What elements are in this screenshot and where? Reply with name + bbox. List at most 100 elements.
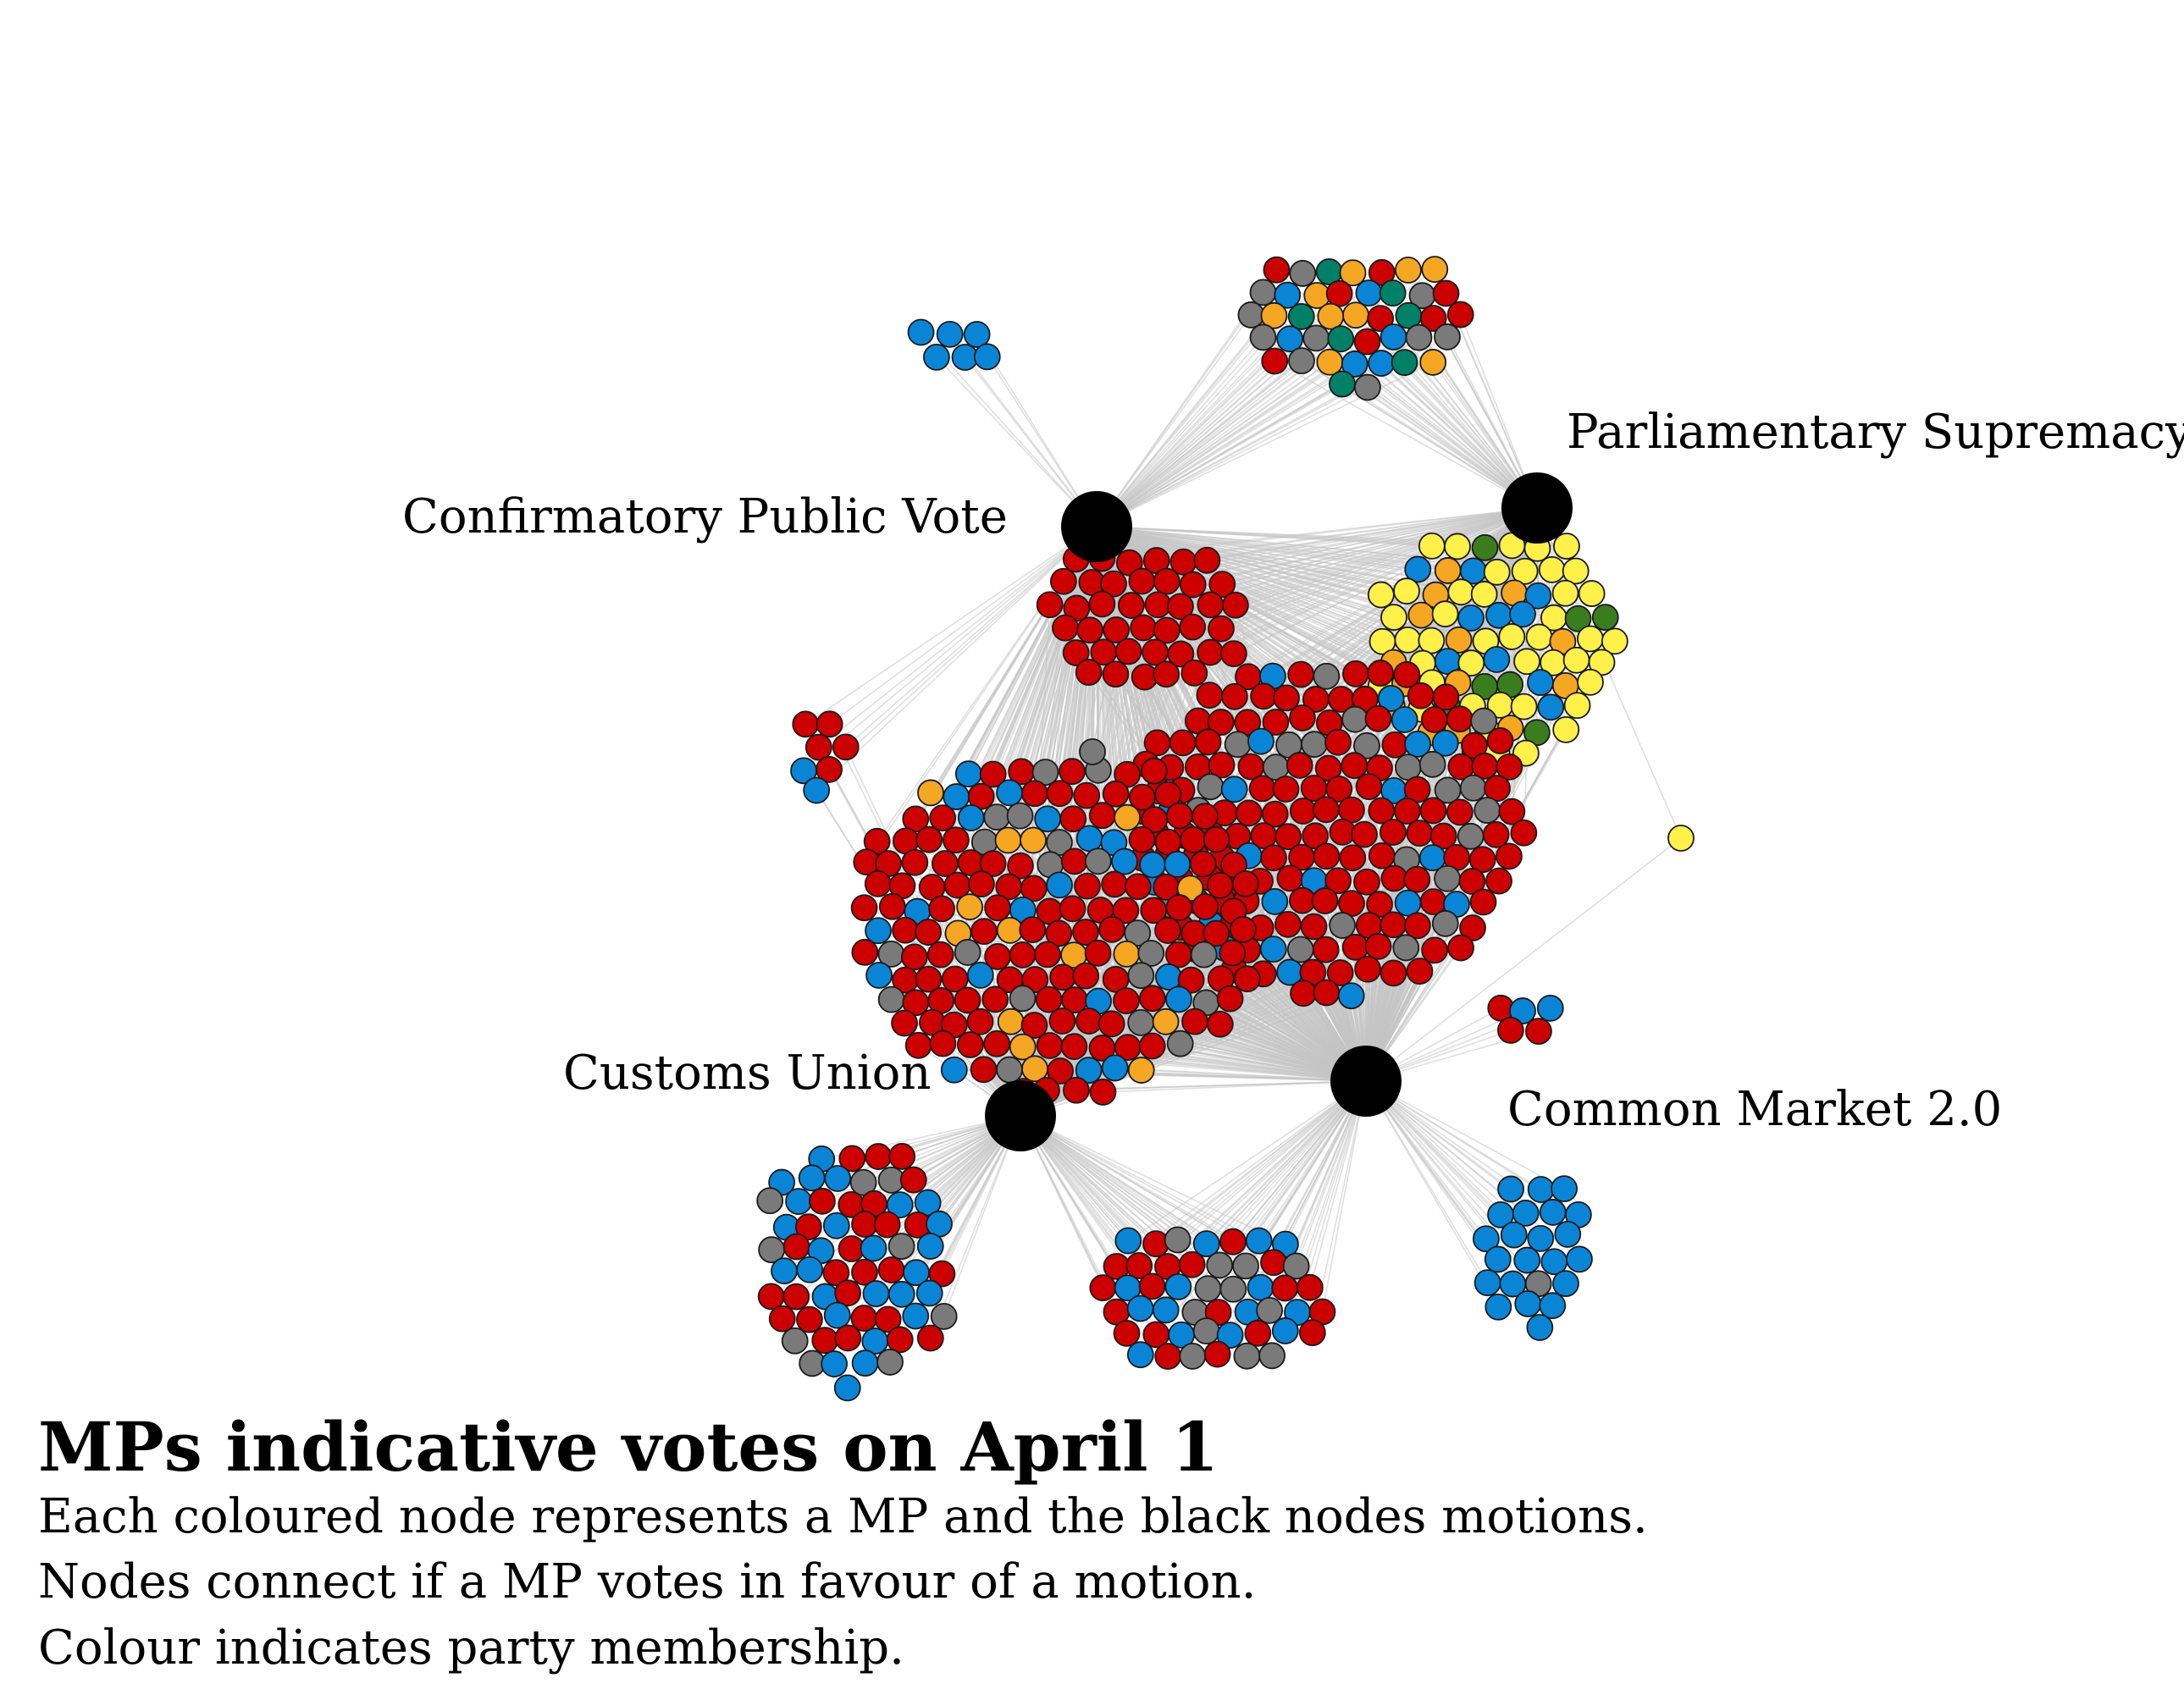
mp-node-red: [782, 1283, 810, 1311]
mp-node-blue: [1114, 1227, 1142, 1255]
mp-node-red: [1289, 798, 1317, 825]
mp-node-gray: [1237, 301, 1265, 328]
mp-node-red: [1208, 751, 1236, 779]
mp-node-red: [1288, 886, 1316, 914]
mp-node-gray: [1434, 864, 1461, 892]
mp-node-red: [1298, 1319, 1326, 1347]
mp-node-blue: [1341, 350, 1368, 378]
mp-node-gray: [1190, 941, 1218, 969]
mp-node-blue: [1192, 1230, 1220, 1257]
mp-node-blue: [785, 1188, 812, 1215]
mp-node-orange: [1127, 1057, 1155, 1084]
mp-node-gray: [1289, 260, 1317, 287]
mp-node-gray: [1249, 323, 1277, 351]
mp-node-red: [1047, 1057, 1074, 1085]
mp-node-orange: [1445, 626, 1473, 654]
vote-edge: [1365, 1080, 1500, 1308]
mp-node-red: [1447, 934, 1474, 962]
mp-node-red: [1233, 965, 1261, 993]
mp-node-gray: [1192, 1317, 1220, 1344]
mp-node-red: [1260, 1249, 1287, 1277]
mp-node-blue: [1404, 730, 1431, 758]
mp-node-red: [899, 1166, 927, 1194]
mp-node-gray: [1137, 940, 1165, 967]
mp-node-teal: [1379, 279, 1407, 307]
mp-node-gray: [1394, 753, 1422, 781]
mp-node-red: [1088, 590, 1116, 618]
mp-node-blue: [1474, 1269, 1501, 1296]
mp-node-red: [1084, 939, 1112, 967]
mp-node-red: [1034, 941, 1061, 969]
vote-edge: [1125, 1080, 1367, 1334]
vote-edge: [845, 526, 1098, 748]
mp-node-red: [1009, 941, 1037, 969]
mp-node-blue: [914, 1189, 942, 1217]
mp-node-blue: [1457, 604, 1485, 632]
mp-node-blue: [1536, 994, 1564, 1022]
mp-node-gray: [1164, 1226, 1192, 1254]
mp-node-green: [1523, 719, 1551, 747]
mp-node-red: [851, 1258, 878, 1286]
mp-node-yellow: [1470, 581, 1498, 608]
mp-node-orange: [1020, 826, 1047, 854]
mp-node-gray: [930, 1302, 958, 1330]
mp-node-red: [1117, 592, 1145, 619]
vote-edge: [1096, 362, 1434, 527]
mp-node-red: [1192, 803, 1219, 831]
mp-node-orange: [1339, 259, 1367, 287]
mp-node-red: [1351, 820, 1378, 848]
mp-node-yellow: [1444, 533, 1471, 560]
mp-node-green: [1564, 604, 1592, 632]
mp-node-red: [1300, 913, 1328, 941]
mp-node-blue: [1126, 1294, 1154, 1322]
mp-node-yellow: [1498, 623, 1526, 650]
mp-node-red: [968, 870, 995, 897]
mp-node-red: [1380, 959, 1407, 987]
mp-node-red: [1206, 871, 1234, 899]
mp-node-blue: [1527, 669, 1554, 697]
mp-node-blue: [1431, 729, 1459, 757]
chart-title: MPs indicative votes on April 1: [38, 1407, 1219, 1487]
mp-node-red: [1420, 706, 1448, 733]
mp-node-orange: [1395, 257, 1422, 284]
mp-node-blue: [923, 343, 950, 371]
mp-node-red: [1100, 570, 1127, 598]
mp-node-red: [1208, 571, 1236, 599]
mp-node-red: [1197, 638, 1224, 666]
mp-node-blue: [1484, 1245, 1512, 1273]
vote-edge: [1096, 360, 1302, 527]
mp-node-red: [1049, 963, 1076, 991]
mp-node-red: [1124, 873, 1152, 901]
mp-node-blue: [1483, 646, 1511, 673]
mp-node-red: [1180, 825, 1207, 853]
mp-node-red: [1178, 1250, 1206, 1278]
mp-node-red: [1482, 821, 1510, 848]
mp-node-red: [1048, 1007, 1076, 1035]
mp-node-blue: [851, 1350, 879, 1377]
mp-node-red: [1203, 825, 1230, 853]
mp-node-blue: [907, 318, 935, 346]
mp-node-blue: [1355, 279, 1383, 307]
mp-node-red: [1235, 799, 1263, 827]
mp-node-red: [809, 1187, 836, 1215]
mp-node-red: [1339, 844, 1367, 872]
mp-node-red: [1179, 613, 1207, 641]
mp-node-red: [979, 850, 1007, 877]
mp-node-red: [1197, 591, 1225, 619]
mp-node-blue: [1046, 871, 1073, 899]
caption: MPs indicative votes on April 1 Each col…: [38, 1410, 1648, 1681]
vote-edge: [1365, 837, 1682, 1082]
mp-node-red: [873, 1211, 901, 1239]
mp-node-blue: [1526, 1314, 1554, 1341]
mp-node-red: [1364, 932, 1392, 960]
mp-node-blue: [1075, 1057, 1103, 1085]
motion-node-layer: [985, 472, 1573, 1151]
mp-node-red: [1036, 591, 1064, 619]
mp-node-red: [1498, 798, 1526, 825]
mp-node-red: [1088, 802, 1116, 830]
mp-node-red: [851, 1211, 878, 1238]
mp-node-red: [1019, 916, 1047, 944]
mp-node-blue: [1261, 888, 1289, 915]
vote-edge: [1321, 1080, 1367, 1312]
mp-node-gray: [1459, 774, 1487, 802]
